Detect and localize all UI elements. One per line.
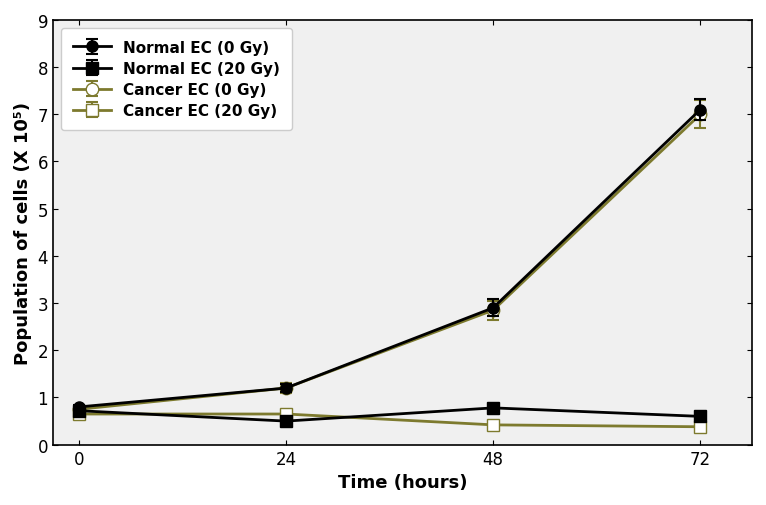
- X-axis label: Time (hours): Time (hours): [338, 473, 467, 491]
- Y-axis label: Population of cells (X 10⁵): Population of cells (X 10⁵): [14, 102, 32, 364]
- Legend: Normal EC (0 Gy), Normal EC (20 Gy), Cancer EC (0 Gy), Cancer EC (20 Gy): Normal EC (0 Gy), Normal EC (20 Gy), Can…: [61, 28, 293, 131]
